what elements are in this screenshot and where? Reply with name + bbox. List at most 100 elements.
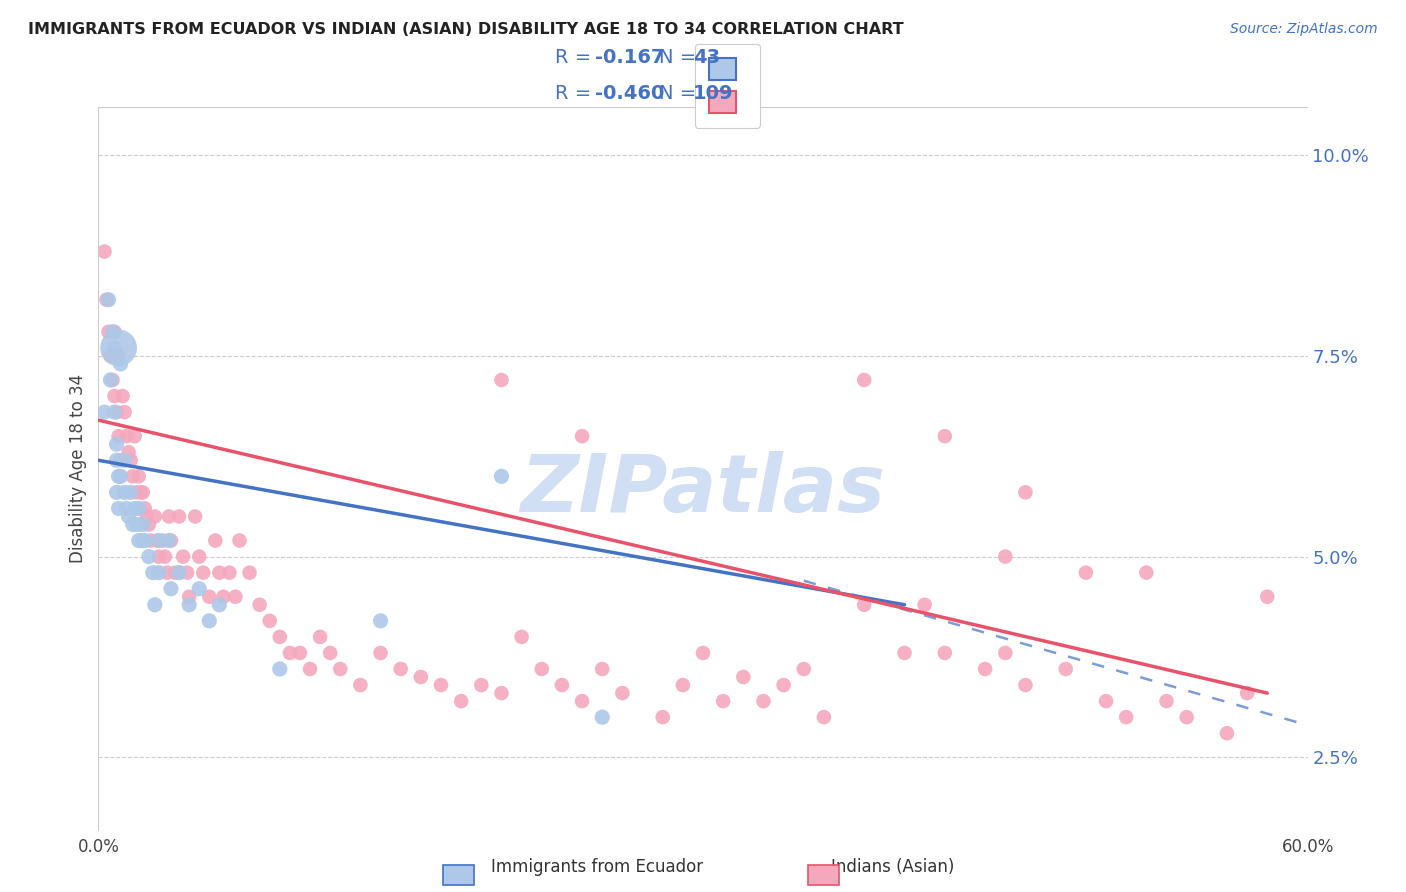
Point xyxy=(107,349,129,363)
Point xyxy=(994,549,1017,564)
Point xyxy=(111,389,134,403)
Point xyxy=(125,485,148,500)
Point xyxy=(167,509,190,524)
Point xyxy=(142,566,165,580)
Point xyxy=(1135,566,1157,580)
Y-axis label: Disability Age 18 to 34: Disability Age 18 to 34 xyxy=(69,374,87,563)
Point xyxy=(167,566,190,580)
Point xyxy=(157,509,180,524)
Point xyxy=(450,694,472,708)
Point xyxy=(93,244,115,259)
Text: R =: R = xyxy=(555,48,598,68)
Point xyxy=(1156,694,1178,708)
Point xyxy=(853,373,876,387)
Point xyxy=(118,445,141,459)
Point xyxy=(105,405,128,419)
Point xyxy=(107,501,129,516)
Point xyxy=(100,373,122,387)
Point xyxy=(218,566,240,580)
Point xyxy=(672,678,695,692)
Point xyxy=(120,453,142,467)
Point xyxy=(138,549,160,564)
Text: 109: 109 xyxy=(693,84,734,103)
Point xyxy=(107,341,129,355)
Point xyxy=(97,293,120,307)
Point xyxy=(132,533,155,548)
Point xyxy=(1074,566,1097,580)
Text: ZIPatlas: ZIPatlas xyxy=(520,451,886,529)
Point xyxy=(370,646,392,660)
Point xyxy=(128,533,150,548)
Point xyxy=(591,662,613,676)
Point xyxy=(1054,662,1077,676)
Point xyxy=(853,598,876,612)
Point xyxy=(491,686,513,700)
Point xyxy=(114,453,136,467)
Point xyxy=(530,662,553,676)
Point xyxy=(1216,726,1239,740)
Point xyxy=(491,373,513,387)
Point xyxy=(163,566,186,580)
Point xyxy=(105,485,128,500)
Text: 43: 43 xyxy=(693,48,720,68)
Point xyxy=(103,389,125,403)
Point xyxy=(772,678,794,692)
Point xyxy=(124,501,146,516)
Point xyxy=(212,590,235,604)
Point xyxy=(134,533,156,548)
Point xyxy=(120,485,142,500)
Point xyxy=(269,630,291,644)
Point xyxy=(132,485,155,500)
Point xyxy=(129,485,152,500)
Point xyxy=(651,710,673,724)
Point xyxy=(329,662,352,676)
Text: Source: ZipAtlas.com: Source: ZipAtlas.com xyxy=(1230,22,1378,37)
Point xyxy=(409,670,432,684)
Point xyxy=(349,678,371,692)
Point xyxy=(103,341,125,355)
Point xyxy=(114,485,136,500)
Point xyxy=(591,710,613,724)
Point xyxy=(156,566,179,580)
Point xyxy=(107,429,129,443)
Point xyxy=(93,405,115,419)
Point xyxy=(430,678,453,692)
Point xyxy=(994,646,1017,660)
Point xyxy=(1014,485,1036,500)
Point xyxy=(249,598,271,612)
Point xyxy=(146,533,169,548)
Text: N =: N = xyxy=(659,48,703,68)
Point xyxy=(204,533,226,548)
Text: R =: R = xyxy=(555,84,592,103)
Point xyxy=(239,566,262,580)
Text: -0.167: -0.167 xyxy=(595,48,664,68)
Point xyxy=(103,405,125,419)
Point xyxy=(893,646,915,660)
Point xyxy=(470,678,492,692)
Point xyxy=(934,646,956,660)
Point xyxy=(115,429,138,443)
Point xyxy=(110,357,132,371)
Point xyxy=(914,598,936,612)
Point xyxy=(143,598,166,612)
Point xyxy=(160,582,183,596)
Point xyxy=(121,517,143,532)
Point xyxy=(269,662,291,676)
Point xyxy=(107,469,129,483)
Point xyxy=(121,469,143,483)
Point xyxy=(179,598,201,612)
Point xyxy=(118,509,141,524)
Point xyxy=(179,590,201,604)
Point xyxy=(115,501,138,516)
Legend: , : , xyxy=(695,44,759,128)
Text: Indians (Asian): Indians (Asian) xyxy=(831,858,955,876)
Point xyxy=(752,694,775,708)
Point xyxy=(793,662,815,676)
Point xyxy=(198,614,221,628)
Point xyxy=(114,405,136,419)
Point xyxy=(510,630,533,644)
Point xyxy=(105,437,128,451)
Text: N =: N = xyxy=(659,84,696,103)
Point xyxy=(135,509,157,524)
Point xyxy=(208,598,231,612)
